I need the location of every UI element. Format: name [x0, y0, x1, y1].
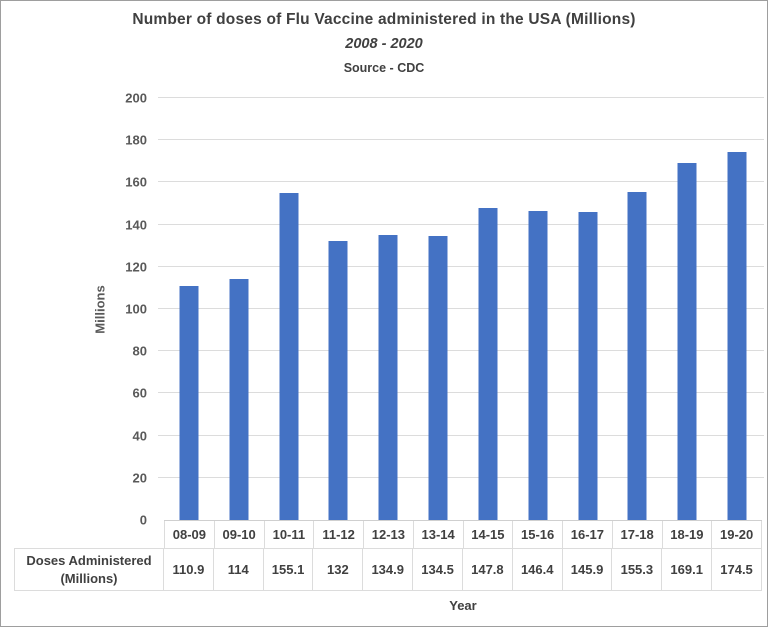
gridline [158, 392, 764, 394]
value-cell: 155.1 [264, 549, 314, 590]
value-cell: 145.9 [563, 549, 613, 590]
bar-slot [563, 98, 613, 520]
value-cell: 147.8 [463, 549, 513, 590]
bar-slot [513, 98, 563, 520]
y-tick-label: 160 [125, 174, 147, 190]
category-label: 12-13 [364, 521, 414, 548]
y-tick-label: 200 [125, 90, 147, 106]
series-name-line: Doses Administered [26, 552, 152, 568]
bar-10-11 [279, 192, 299, 520]
y-tick-label: 80 [132, 343, 147, 359]
bar-09-10 [229, 279, 249, 520]
y-tick-label: 140 [125, 217, 147, 233]
chart-source-label: Source - CDC [343, 61, 425, 75]
bar-15-16 [528, 211, 548, 520]
y-tick-label: 100 [125, 301, 147, 317]
y-tick-label: 0 [139, 512, 147, 528]
data-table-value-row: Doses Administered (Millions) 110.9 114 155.… [14, 548, 762, 591]
data-table-category-row: 08-09 09-10 10-11 11-12 12-13 13-14 14-15 15-16… [164, 520, 762, 548]
bar-12-13 [378, 235, 398, 520]
gridline [158, 308, 764, 309]
bar-13-14 [428, 236, 448, 520]
gridline [158, 97, 764, 98]
bar-series [164, 98, 762, 520]
bar-slot [463, 98, 513, 520]
value-cell: 110.9 [164, 549, 214, 590]
x-axis-title: Year [449, 598, 477, 613]
y-axis-title-text: Millions [92, 284, 108, 334]
bar-slot [662, 98, 712, 520]
gridline [158, 476, 764, 478]
category-label: 14-15 [464, 521, 514, 548]
gridline [158, 350, 764, 352]
category-label: 10-11 [265, 521, 315, 548]
category-label: 19-20 [712, 521, 762, 548]
category-label: 16-17 [563, 521, 613, 548]
bar-11-12 [328, 241, 348, 520]
value-cell: 155.3 [612, 549, 663, 590]
y-axis-title: Millions [91, 98, 109, 520]
y-tick-label: 60 [132, 385, 147, 401]
bar-slot [413, 98, 463, 520]
value-cell: 146.4 [513, 549, 563, 590]
chart-subtitle: 2008 - 2020 [345, 36, 423, 52]
y-tick-label: 20 [132, 470, 147, 486]
gridline [158, 181, 764, 183]
value-cell: 114 [214, 549, 264, 590]
value-cell: 132 [313, 549, 364, 590]
category-label: 15-16 [513, 521, 563, 548]
value-cell: 134.5 [413, 549, 463, 590]
value-cell: 174.5 [712, 549, 762, 590]
series-name-line: (Millions) [60, 570, 118, 586]
y-axis: 0 20 40 60 80 100 120 140 160 180 200 [1, 91, 147, 528]
bar-slot [712, 98, 762, 520]
bar-slot [214, 98, 264, 520]
chart-title: Number of doses of Flu Vaccine administe… [132, 11, 636, 28]
y-tick-label: 120 [125, 259, 147, 275]
category-label: 13-14 [414, 521, 464, 548]
category-label: 18-19 [663, 521, 713, 548]
plot-area [158, 97, 764, 520]
gridline [158, 223, 764, 225]
bar-slot [164, 98, 214, 520]
bar-14-15 [478, 208, 498, 520]
bar-slot [363, 98, 413, 520]
category-label: 08-09 [164, 521, 215, 548]
bar-slot [612, 98, 662, 520]
y-tick-label: 40 [132, 428, 147, 444]
series-name-cell: Doses Administered (Millions) [14, 549, 164, 590]
bar-slot [264, 98, 314, 520]
gridline [158, 434, 764, 436]
y-tick-label: 180 [125, 132, 147, 148]
category-label: 11-12 [314, 521, 364, 548]
bar-17-18 [627, 192, 647, 520]
value-cell: 169.1 [662, 549, 713, 590]
gridline [158, 265, 764, 267]
category-label: 17-18 [613, 521, 663, 548]
bar-19-20 [727, 151, 747, 520]
bar-16-17 [578, 212, 598, 520]
bar-08-09 [179, 286, 199, 520]
value-cell: 134.9 [363, 549, 414, 590]
category-label: 09-10 [215, 521, 265, 548]
bar-18-19 [677, 163, 697, 520]
gridline [158, 139, 764, 141]
bar-slot [313, 98, 363, 520]
